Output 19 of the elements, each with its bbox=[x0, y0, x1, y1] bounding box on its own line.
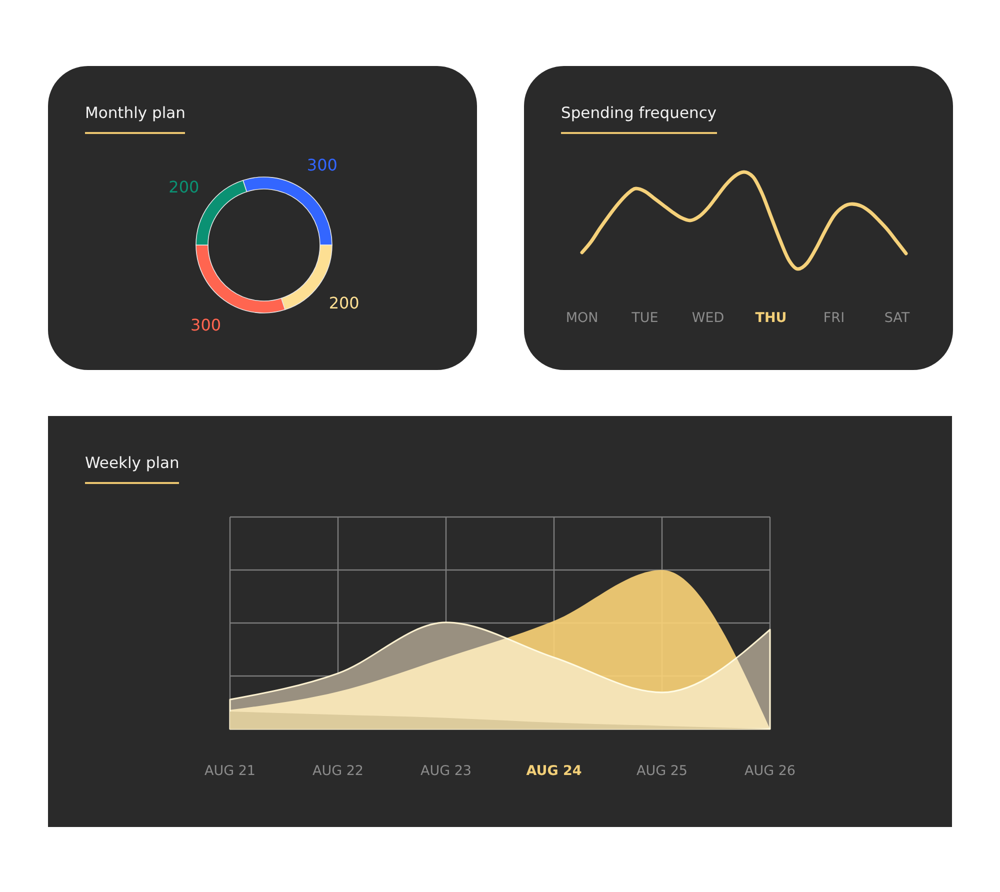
data-label: 200 bbox=[328, 294, 360, 313]
chart-title: Monthly plan bbox=[85, 103, 186, 123]
data-label: 200 bbox=[168, 177, 200, 196]
data-label: 300 bbox=[190, 316, 222, 335]
x-tick-label: SAT bbox=[884, 310, 910, 326]
x-tick-label: AUG 25 bbox=[636, 763, 688, 779]
chart-title: Spending frequency bbox=[561, 103, 717, 123]
x-tick-label: THU bbox=[755, 310, 787, 326]
x-tick-label: WED bbox=[692, 310, 724, 326]
x-tick-label: AUG 22 bbox=[312, 763, 364, 779]
x-tick-label: AUG 23 bbox=[420, 763, 472, 779]
x-tick-label: AUG 24 bbox=[526, 763, 582, 779]
x-tick-label: MON bbox=[566, 310, 598, 326]
data-label: 300 bbox=[306, 155, 338, 174]
x-tick-label: TUE bbox=[630, 310, 658, 326]
x-tick-label: FRI bbox=[823, 310, 845, 326]
chart-title: Weekly plan bbox=[85, 453, 180, 473]
x-tick-label: AUG 26 bbox=[744, 763, 796, 779]
x-tick-label: AUG 21 bbox=[204, 763, 256, 779]
